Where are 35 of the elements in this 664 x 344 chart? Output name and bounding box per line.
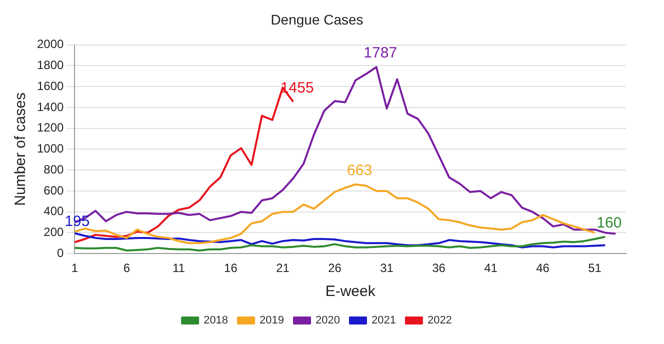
x-tick-label: 16 [224, 261, 238, 276]
legend-label: 2019 [260, 314, 284, 327]
y-tick-label: 0 [57, 246, 64, 260]
x-tick-label: 11 [172, 261, 186, 276]
x-tick-label: 21 [276, 261, 290, 276]
chart-title: Dengue Cases [270, 11, 364, 28]
legend-label: 2020 [316, 314, 340, 327]
x-axis-title: E-week [325, 283, 376, 300]
x-tick-label: 1 [71, 261, 78, 276]
annotation: 1787 [364, 44, 398, 62]
x-tick-label: 6 [123, 261, 130, 276]
y-tick-label: 1200 [36, 120, 64, 135]
y-tick-label: 1000 [36, 142, 64, 156]
x-tick-label: 31 [380, 261, 394, 276]
annotation: 195 [64, 212, 90, 230]
y-tick-label: 600 [44, 183, 64, 198]
y-tick-label: 1600 [36, 78, 64, 93]
y-tick-label: 2000 [36, 37, 64, 52]
annotation: 663 [347, 162, 372, 180]
x-tick-label: 36 [432, 261, 446, 276]
legend-label: 2021 [371, 314, 396, 327]
y-axis-title: Number of cases [12, 92, 30, 206]
x-tick-label: 26 [328, 261, 342, 276]
legend-label: 2018 [204, 314, 228, 327]
x-tick-label: 41 [484, 261, 498, 276]
legend-label: 2022 [427, 314, 452, 327]
y-tick-label: 200 [44, 225, 64, 240]
annotation: 160 [596, 214, 622, 232]
y-tick-label: 400 [44, 204, 64, 218]
y-tick-label: 1800 [36, 58, 64, 72]
x-tick-label: 51 [588, 261, 602, 276]
x-tick-label: 46 [536, 261, 550, 276]
annotation: 1455 [280, 79, 314, 96]
y-tick-label: 800 [44, 162, 64, 176]
y-tick-label: 1400 [36, 100, 64, 114]
